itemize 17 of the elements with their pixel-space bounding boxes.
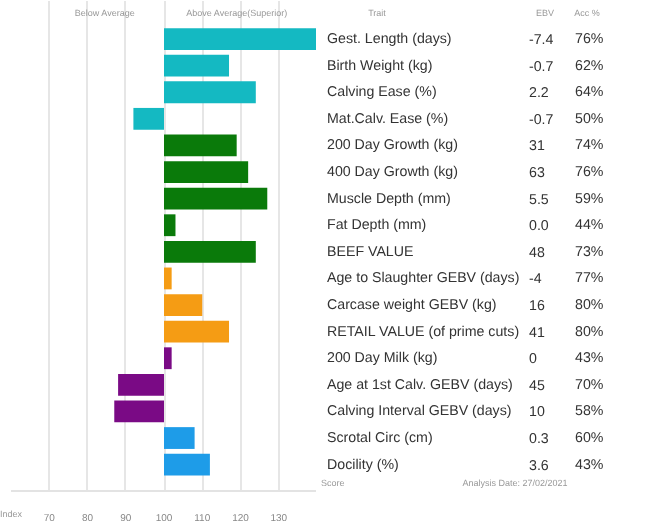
bar [164, 267, 172, 290]
bar [164, 134, 237, 157]
bar [164, 347, 172, 370]
bar [164, 81, 256, 104]
bar [164, 427, 195, 449]
bar [133, 107, 164, 130]
bar [164, 54, 230, 77]
bar [164, 294, 203, 316]
bar [164, 28, 316, 50]
bar [164, 187, 268, 210]
bar [114, 400, 164, 423]
bar [164, 240, 256, 263]
bar [164, 320, 230, 343]
bar [118, 373, 164, 396]
bar [164, 453, 210, 476]
bar [164, 161, 249, 183]
bar [164, 214, 176, 237]
